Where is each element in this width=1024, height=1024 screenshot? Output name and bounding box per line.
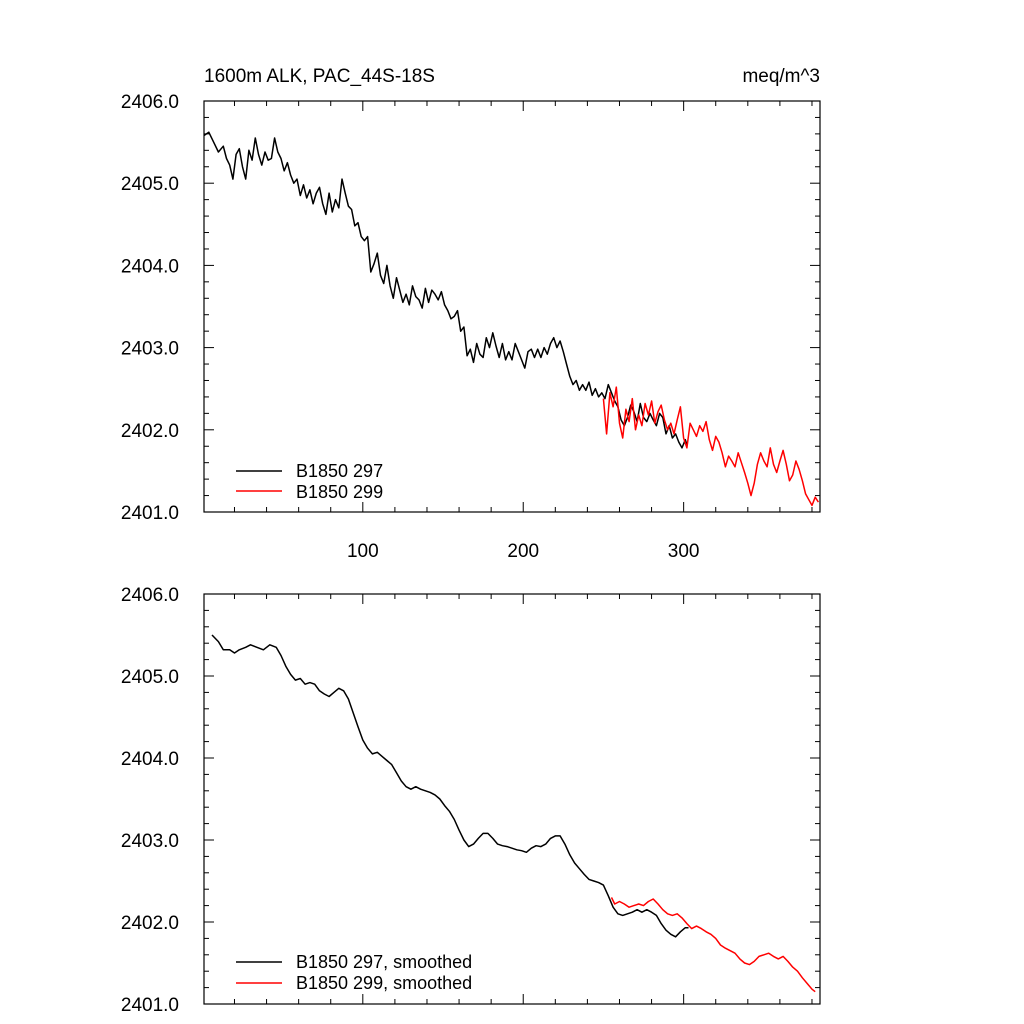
- legend-label: B1850 297, smoothed: [296, 952, 472, 972]
- y-tick-label: 2403.0: [121, 339, 179, 360]
- legend-label: B1850 299: [296, 482, 383, 502]
- series-line: [602, 386, 820, 507]
- units-label: meq/m^3: [742, 66, 820, 87]
- legend-label: B1850 299, smoothed: [296, 973, 472, 993]
- y-tick-label: 2404.0: [121, 256, 179, 277]
- top-panel: 1600m ALK, PAC_44S-18S meq/m^3 2401.0240…: [121, 66, 821, 562]
- x-axis: [233, 594, 813, 1004]
- legend: B1850 297 B1850 299: [236, 461, 383, 502]
- legend-label: B1850 297: [296, 461, 383, 481]
- x-tick-label: 300: [668, 541, 700, 562]
- plot-frame: [203, 100, 821, 513]
- y-tick-label: 2404.0: [121, 749, 179, 770]
- plot-frame: [203, 593, 821, 1005]
- series-layer: [211, 634, 816, 993]
- y-tick-label: 2402.0: [121, 421, 179, 442]
- x-axis: 100 200 300: [233, 101, 813, 562]
- y-axis: 2401.0 2402.0 2403.0 2404.0 2405.0 2406.0: [121, 585, 820, 1016]
- y-tick-label: 2405.0: [121, 667, 179, 688]
- x-tick-label: 200: [507, 541, 539, 562]
- y-tick-label: 2406.0: [121, 585, 179, 606]
- series-line: [203, 131, 688, 449]
- legend: B1850 297, smoothed B1850 299, smoothed: [236, 952, 472, 993]
- x-tick-label: 100: [347, 541, 379, 562]
- y-tick-label: 2405.0: [121, 174, 179, 195]
- y-axis: 2401.0 2402.0 2403.0 2404.0 2405.0 2406.0: [121, 92, 820, 524]
- series-line: [211, 634, 689, 938]
- y-tick-label: 2402.0: [121, 913, 179, 934]
- y-tick-label: 2401.0: [121, 503, 179, 524]
- y-tick-label: 2406.0: [121, 92, 179, 113]
- y-tick-label: 2401.0: [121, 995, 179, 1016]
- y-tick-label: 2403.0: [121, 831, 179, 852]
- series-layer: [203, 131, 820, 507]
- chart-title: 1600m ALK, PAC_44S-18S: [204, 66, 435, 87]
- bottom-panel: 2401.0 2402.0 2403.0 2404.0 2405.0 2406.0 B18…: [121, 585, 821, 1016]
- series-line: [610, 897, 816, 993]
